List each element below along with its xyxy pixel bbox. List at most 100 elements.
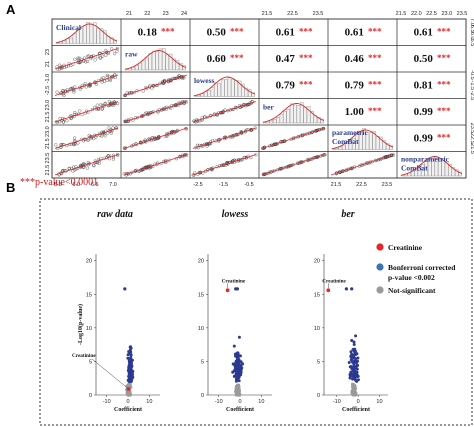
y-tick-label: 5 — [89, 359, 92, 365]
scatter-point — [72, 143, 76, 147]
histogram-bar — [310, 111, 314, 124]
significant-point — [130, 364, 133, 368]
scatter-panel — [261, 153, 327, 177]
creatinine-point — [225, 288, 230, 293]
scatter-point — [78, 87, 82, 91]
fit-line — [261, 127, 326, 149]
scatter-point — [192, 173, 196, 177]
right-tick-label: 21.5 — [469, 143, 474, 154]
scatter-point — [97, 161, 101, 166]
left-tick-label: 23.5 — [45, 153, 51, 164]
scatter-point — [78, 109, 82, 113]
scatter-point — [65, 119, 69, 123]
histogram-bar — [72, 33, 77, 44]
significant-point — [129, 345, 133, 349]
scatter-point — [108, 78, 112, 83]
density-curve — [55, 23, 118, 44]
scatter-point — [67, 166, 71, 170]
histogram-bar — [438, 159, 442, 177]
significant-point — [234, 362, 238, 366]
scatter-point — [194, 120, 198, 124]
significance-stars: *** — [230, 53, 244, 63]
scatter-point — [76, 56, 80, 60]
significant-point — [238, 354, 242, 358]
histogram-bar — [82, 25, 87, 44]
y-tick-label: 5 — [317, 359, 320, 365]
y-tick-label: 0 — [89, 393, 92, 399]
scatter-point — [92, 137, 96, 141]
scatter-point — [217, 139, 221, 143]
histogram-bar — [269, 120, 274, 124]
density-curve — [331, 129, 394, 150]
volcano-plot: raw data 0 5 10 15 20 -10 0 10 Coefficient -Log10(… — [72, 209, 160, 413]
legend-marker — [376, 286, 384, 294]
legend-label-line2: p-value <0.002 — [388, 273, 435, 282]
scatter-point — [91, 163, 96, 167]
histogram-bar — [151, 50, 156, 71]
top-tick-label: 21 — [126, 11, 132, 17]
histogram-bar — [458, 171, 462, 177]
scatter-point — [199, 170, 203, 175]
histogram-bar — [248, 89, 252, 97]
significant-point — [237, 335, 241, 339]
significant-point — [123, 287, 127, 291]
scatter-point — [85, 166, 89, 170]
creatinine-annotation: Creatinine — [222, 278, 246, 284]
histogram-bar — [93, 22, 97, 44]
histogram-bar — [276, 117, 280, 124]
fit-line — [330, 154, 395, 176]
scatter-point — [86, 54, 90, 58]
variable-label: ber — [263, 103, 275, 112]
histogram-bar — [355, 132, 360, 150]
scatter-point — [261, 146, 265, 150]
diagonal-histogram — [193, 76, 256, 97]
x-axis-label: Coefficient — [342, 407, 370, 413]
scatter-point — [100, 107, 104, 111]
y-tick-label: 10 — [198, 326, 204, 332]
x-tick-label: 0 — [238, 399, 241, 405]
significant-point — [350, 339, 354, 342]
scatter-point — [205, 144, 209, 148]
histogram-bar — [451, 167, 456, 177]
histogram-bar — [179, 62, 183, 71]
scatter-point — [72, 90, 76, 94]
significant-point — [129, 375, 133, 379]
fit-line — [123, 101, 188, 123]
panel-b-label: B — [6, 180, 15, 195]
histogram-bar — [338, 146, 343, 150]
scatter-point — [98, 56, 102, 60]
scatter-point — [115, 126, 119, 130]
scatter-point — [128, 172, 132, 176]
fit-line — [192, 154, 257, 176]
scatter-point — [115, 49, 119, 53]
histogram-bar — [110, 37, 114, 44]
scatter-point — [191, 173, 195, 177]
scatter-point — [116, 152, 120, 157]
scatter-point — [104, 53, 108, 57]
scatter-point — [59, 143, 63, 147]
bottom-tick-label: 6.5 — [91, 182, 99, 188]
scatter-point — [73, 57, 77, 61]
non-significant-point — [352, 387, 356, 391]
right-tick-label: 23.5 — [469, 123, 474, 134]
scatter-point — [73, 85, 77, 89]
scatter-point — [100, 134, 104, 138]
significance-stars: *** — [368, 79, 382, 89]
significant-point — [353, 349, 357, 353]
top-tick-label: 22 — [144, 11, 150, 17]
y-tick-label: 0 — [317, 393, 320, 399]
legend-label: Not-significant — [388, 286, 436, 295]
significant-point — [237, 366, 241, 370]
histogram-bar — [76, 30, 80, 44]
creatinine-annotation: Creatinine — [72, 353, 96, 359]
x-axis-label: Coefficient — [226, 407, 254, 413]
histogram-bar — [427, 158, 432, 177]
significant-point — [235, 370, 239, 374]
scatter-point — [103, 79, 107, 83]
histogram-bar — [86, 21, 90, 44]
significant-point — [350, 352, 354, 356]
top-tick-label: 24 — [181, 11, 187, 17]
y-tick-label: 15 — [86, 292, 92, 298]
scatter-point — [83, 111, 87, 115]
legend-label: Bonferroni corrected — [388, 263, 456, 272]
